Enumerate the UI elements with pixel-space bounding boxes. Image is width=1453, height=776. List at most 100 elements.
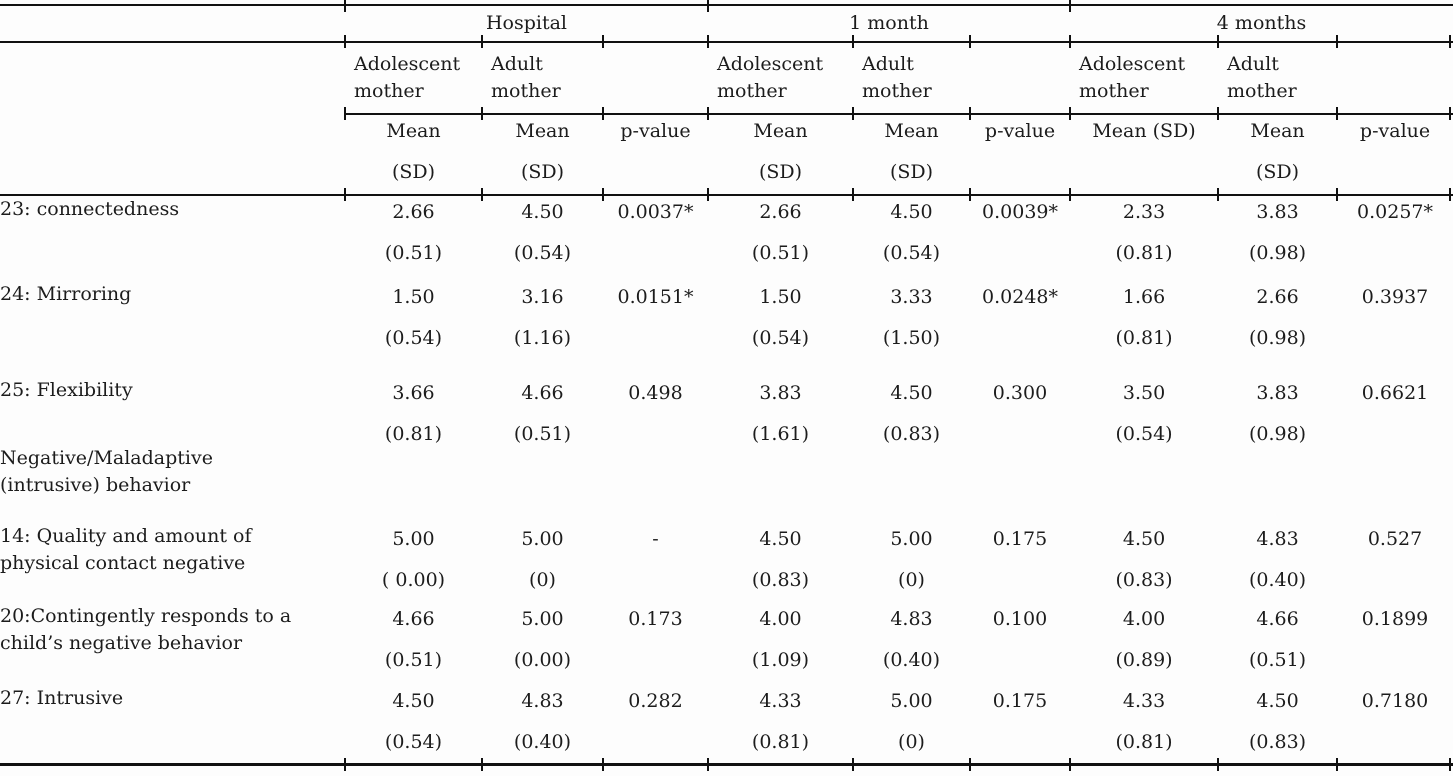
stat-header: Mean (SD) — [1070, 114, 1219, 196]
tick-mark — [707, 107, 709, 120]
p-value-cell: 0.175 — [970, 685, 1071, 766]
tick-mark — [344, 0, 346, 12]
stat-header-pvalue: p-value — [1359, 120, 1431, 142]
p-value-cell: 0.7180 — [1337, 685, 1453, 766]
sd-value: (1.50) — [882, 327, 941, 349]
p-value-cell: 0.0039* — [970, 195, 1070, 281]
sd-value: (0.81) — [1115, 731, 1173, 753]
sd-value: (0.54) — [1115, 423, 1173, 445]
section-label: Negative/Maladaptive (intrusive) behavior — [0, 445, 345, 523]
p-value-cell — [970, 445, 1070, 523]
p-value: - — [652, 528, 659, 550]
tick-mark — [1336, 35, 1338, 48]
sd-value: (1.09) — [751, 649, 810, 671]
value-cell: 4.00 (0.89) — [1070, 603, 1218, 685]
tick-mark — [969, 757, 971, 771]
tick-mark — [1217, 107, 1219, 120]
tick-mark — [1069, 107, 1071, 120]
p-value: 0.175 — [992, 690, 1048, 712]
row-label-line: (intrusive) behavior — [0, 474, 191, 496]
sd-value: (0.81) — [751, 731, 810, 753]
value-cell — [482, 445, 603, 523]
tick-mark — [1336, 757, 1338, 771]
tick-mark — [707, 757, 709, 771]
mean-value: 4.00 — [1122, 608, 1166, 630]
mother-header: Adult mother — [482, 42, 603, 115]
mother-header: Adult mother — [1218, 42, 1338, 115]
row-label-line: 25: Flexibility — [0, 379, 133, 401]
p-value-cell: 0.175 — [970, 523, 1070, 603]
value-cell — [345, 445, 482, 523]
value-cell: 5.00 (0) — [853, 523, 970, 603]
p-value-cell: 0.300 — [970, 377, 1070, 445]
p-value: 0.173 — [628, 608, 683, 630]
p-value: 0.7180 — [1361, 690, 1429, 712]
tick-mark — [344, 35, 346, 48]
sd-value: (0.83) — [882, 423, 941, 445]
sd-value: (0.81) — [1115, 242, 1173, 264]
value-cell: 3.83 (0.98) — [1218, 195, 1337, 281]
p-value: 0.0039* — [982, 201, 1058, 223]
p-value: 0.498 — [628, 382, 683, 404]
value-cell: 5.00 ( 0.00) — [345, 523, 482, 603]
p-value-cell: 0.527 — [1337, 523, 1453, 603]
sd-value: (0) — [529, 569, 556, 591]
table-row: 23: connectedness 2.66 (0.51) 4.50 (0.54) 0.0… — [0, 195, 1453, 281]
mean-value: 3.83 — [759, 382, 802, 404]
empty-corner-cell — [0, 4, 345, 43]
stat-header-pvalue: p-value — [984, 120, 1056, 142]
tick-mark — [481, 188, 483, 201]
stat-header: p-value — [970, 114, 1071, 196]
stat-header-mean: Mean — [1250, 120, 1305, 142]
row-label: 23: connectedness — [0, 195, 345, 281]
mean-value: 2.33 — [1122, 201, 1166, 223]
tick-mark — [1449, 35, 1451, 48]
p-value: 0.0248* — [982, 286, 1058, 308]
stat-header-mean: Mean — [386, 120, 441, 142]
sd-value: ( 0.00) — [381, 569, 446, 591]
section-row: Negative/Maladaptive (intrusive) behavior — [0, 445, 1453, 523]
empty-header-cell — [1337, 42, 1453, 115]
tick-mark — [1449, 107, 1451, 120]
row-label: 24: Mirroring — [0, 281, 345, 377]
tick-mark — [1217, 757, 1219, 771]
mean-value: 5.00 — [890, 528, 933, 550]
p-value-cell — [1337, 445, 1453, 523]
p-value-cell: - — [603, 523, 708, 603]
sd-value: (0.51) — [513, 423, 572, 445]
value-cell: 4.33 (0.81) — [1070, 685, 1219, 766]
p-value: 0.527 — [1367, 528, 1423, 550]
sd-value: (0.98) — [1248, 327, 1307, 349]
p-value-cell: 0.0257* — [1337, 195, 1453, 281]
value-cell: 4.83 (0.40) — [482, 685, 603, 766]
sd-value: (0.98) — [1248, 423, 1307, 445]
p-value: 0.1899 — [1361, 608, 1429, 630]
value-cell: 4.50 (0.54) — [345, 685, 482, 766]
p-value: 0.0257* — [1357, 201, 1434, 223]
mean-value: 4.83 — [521, 690, 564, 712]
row-label-line: 27: Intrusive — [0, 687, 124, 709]
mean-value: 3.83 — [1256, 382, 1299, 404]
tick-mark — [1336, 188, 1338, 201]
sd-value: (0.51) — [1248, 649, 1307, 671]
value-cell — [1218, 445, 1337, 523]
stat-header-sd: (SD) — [1255, 161, 1300, 183]
sd-value: (0) — [898, 731, 925, 753]
row-label: 25: Flexibility — [0, 377, 345, 445]
table-row: 27: Intrusive 4.50 (0.54) 4.83 (0.40) 0.282 4.… — [0, 685, 1453, 766]
p-value: 0.3937 — [1361, 286, 1429, 308]
mean-value: 4.66 — [521, 382, 564, 404]
row-label-line: Negative/Maladaptive — [0, 447, 213, 469]
tick-mark — [602, 35, 604, 48]
value-cell: 2.33 (0.81) — [1070, 195, 1218, 281]
mean-value: 3.50 — [1122, 382, 1166, 404]
value-cell: 2.66 (0.98) — [1218, 281, 1337, 377]
mean-value: 3.33 — [890, 286, 933, 308]
stat-header-mean: Mean — [753, 120, 808, 142]
sd-value: (0.54) — [513, 242, 572, 264]
stat-header-sd: (SD) — [758, 161, 803, 183]
value-cell: 4.83 (0.40) — [853, 603, 970, 685]
tick-mark — [852, 35, 854, 48]
value-cell: 4.50 (0.83) — [1070, 523, 1218, 603]
sd-value: (0.54) — [751, 327, 810, 349]
